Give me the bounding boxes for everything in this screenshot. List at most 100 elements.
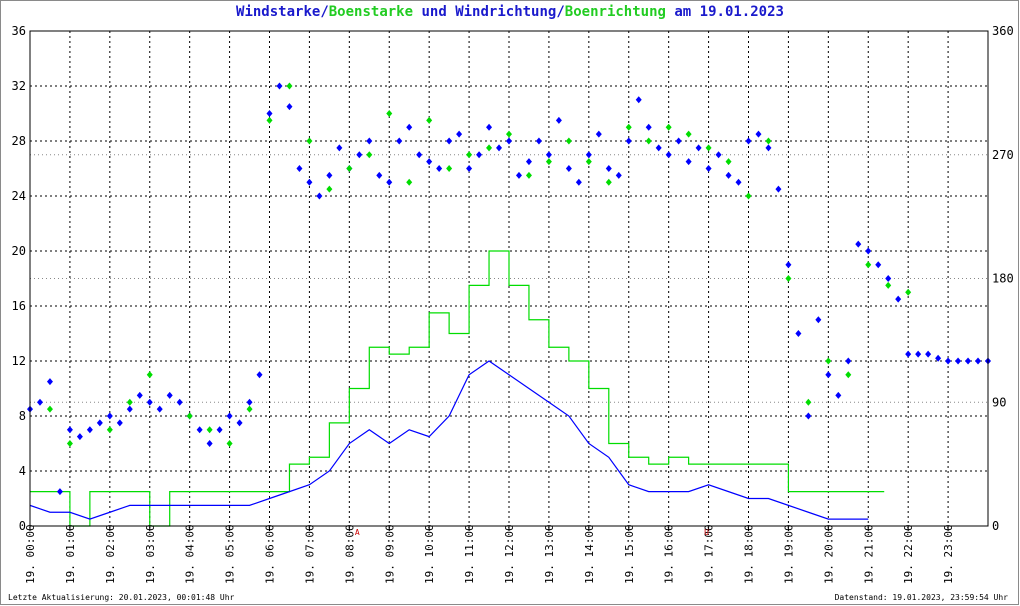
gust-direction-point — [905, 288, 912, 296]
wind-direction-point — [735, 178, 742, 186]
wind-direction-point — [296, 165, 303, 172]
gust-direction-point — [525, 171, 532, 179]
wind-direction-point — [785, 261, 792, 269]
wind-direction-point — [466, 165, 473, 172]
wind-direction-point — [545, 151, 552, 159]
wind-direction-point — [895, 295, 902, 303]
footer-last-update: Letzte Aktualisierung: 20.01.2023, 00:01… — [8, 593, 235, 602]
wind-direction-point — [655, 144, 662, 152]
x-tick-label: 19. 08:00 — [343, 524, 356, 584]
gust-direction-point — [366, 151, 373, 159]
wind-direction-point — [176, 398, 183, 406]
gust-direction-point — [585, 158, 592, 166]
wind-direction-point — [316, 192, 323, 200]
wind-direction-point — [975, 357, 982, 365]
y-left-tick-label: 36 — [12, 24, 26, 38]
gust-direction-point — [106, 426, 113, 434]
title-part-5: / — [556, 4, 565, 20]
gust-direction-point — [605, 178, 612, 186]
x-tick-label: 19. 21:00 — [862, 524, 875, 584]
wind-direction-point — [765, 144, 772, 152]
wind-direction-point — [915, 350, 922, 358]
gust-direction-point — [446, 165, 453, 172]
y-left-tick-label: 20 — [12, 244, 26, 258]
wind-direction-point — [805, 412, 812, 420]
gust-series-layer — [30, 250, 885, 527]
x-tick-label: 19. 06:00 — [264, 524, 277, 584]
title-part-1: / — [320, 4, 329, 20]
wind-direction-point — [476, 151, 483, 159]
gust-direction-point — [126, 398, 133, 406]
gust-direction-point — [645, 137, 652, 145]
wind-direction-point — [665, 151, 672, 159]
wind-direction-point — [865, 247, 872, 255]
wind-direction-point — [356, 151, 363, 159]
gust-direction-point — [825, 357, 832, 365]
gust-direction-point — [466, 151, 473, 159]
gust-series-line — [30, 250, 885, 527]
gust-direction-point — [685, 130, 692, 138]
wind-direction-point — [446, 137, 453, 145]
y-right-tick-label: 90 — [992, 395, 1006, 409]
title-part-7: am 19.01.2023 — [665, 4, 784, 20]
y-left-tick-label: 12 — [12, 354, 26, 368]
title-part-3: und — [413, 4, 456, 20]
y-left-tick-label: 8 — [19, 409, 26, 423]
axis-layer: 19. 00:00 19. 01:00 19. 02:00 19. 03:00 19. … — [12, 24, 1014, 584]
gust-direction-point — [346, 165, 353, 172]
x-tick-label: 19. 11:00 — [463, 524, 476, 584]
footer-data-timestamp: Datenstand: 19.01.2023, 23:59:54 Uhr — [834, 593, 1008, 602]
y-left-tick-label: 16 — [12, 299, 26, 313]
x-tick-label: 19. 05:00 — [224, 524, 237, 584]
wind-direction-point — [36, 398, 43, 406]
gust-direction-point — [705, 144, 712, 152]
wind-direction-point — [96, 419, 103, 427]
gust-direction-point — [206, 426, 213, 434]
x-tick-label: 19. 00:00 — [24, 524, 37, 584]
wind-direction-point — [436, 165, 443, 172]
wind-direction-point — [396, 137, 403, 145]
wind-direction-point — [935, 354, 942, 362]
x-tick-label: 19. 01:00 — [64, 524, 77, 584]
wind-direction-point — [276, 82, 283, 90]
wind-direction-point — [945, 357, 952, 365]
gust-direction-point — [406, 178, 413, 186]
wind-direction-point — [725, 171, 732, 179]
wind-direction-point — [106, 412, 113, 420]
wind-direction-point — [486, 123, 493, 131]
gust-direction-point — [246, 405, 253, 413]
chart-title: Windstarke/Boenstarke und Windrichtung/B… — [0, 4, 1020, 20]
gust-direction-point — [625, 123, 632, 131]
gust-direction-point — [66, 440, 73, 447]
wind-direction-point — [116, 419, 123, 427]
y-right-tick-label: 0 — [992, 519, 999, 533]
y-right-tick-label: 360 — [992, 24, 1014, 38]
wind-direction-point — [156, 405, 163, 413]
gust-direction-point — [266, 116, 273, 124]
wind-direction-point — [585, 151, 592, 159]
wind-direction-point — [386, 178, 393, 186]
wind-direction-point — [565, 165, 572, 172]
wind-direction-point — [226, 412, 233, 420]
wind-direction-point — [905, 350, 912, 358]
wind-direction-point — [496, 144, 503, 152]
wind-series-layer — [29, 360, 869, 520]
wind-direction-point — [695, 144, 702, 152]
gust-direction-point — [565, 137, 572, 145]
wind-direction-point — [755, 130, 762, 138]
wind-direction-point — [625, 137, 632, 145]
wind-direction-point — [76, 433, 83, 441]
gust-direction-point — [426, 116, 433, 124]
wind-direction-point — [795, 330, 802, 337]
wind-direction-point — [555, 116, 562, 124]
wind-direction-point — [266, 110, 273, 117]
y-left-tick-label: 32 — [12, 79, 26, 93]
wind-direction-point — [815, 316, 822, 324]
wind-direction-point — [535, 137, 542, 145]
x-tick-label: 19. 02:00 — [104, 524, 117, 584]
x-tick-label: 19. 19:00 — [782, 524, 795, 584]
wind-direction-point — [56, 488, 63, 496]
wind-direction-point — [515, 171, 522, 179]
x-tick-label: 19. 03:00 — [144, 524, 157, 584]
y-left-tick-label: 4 — [19, 464, 26, 478]
